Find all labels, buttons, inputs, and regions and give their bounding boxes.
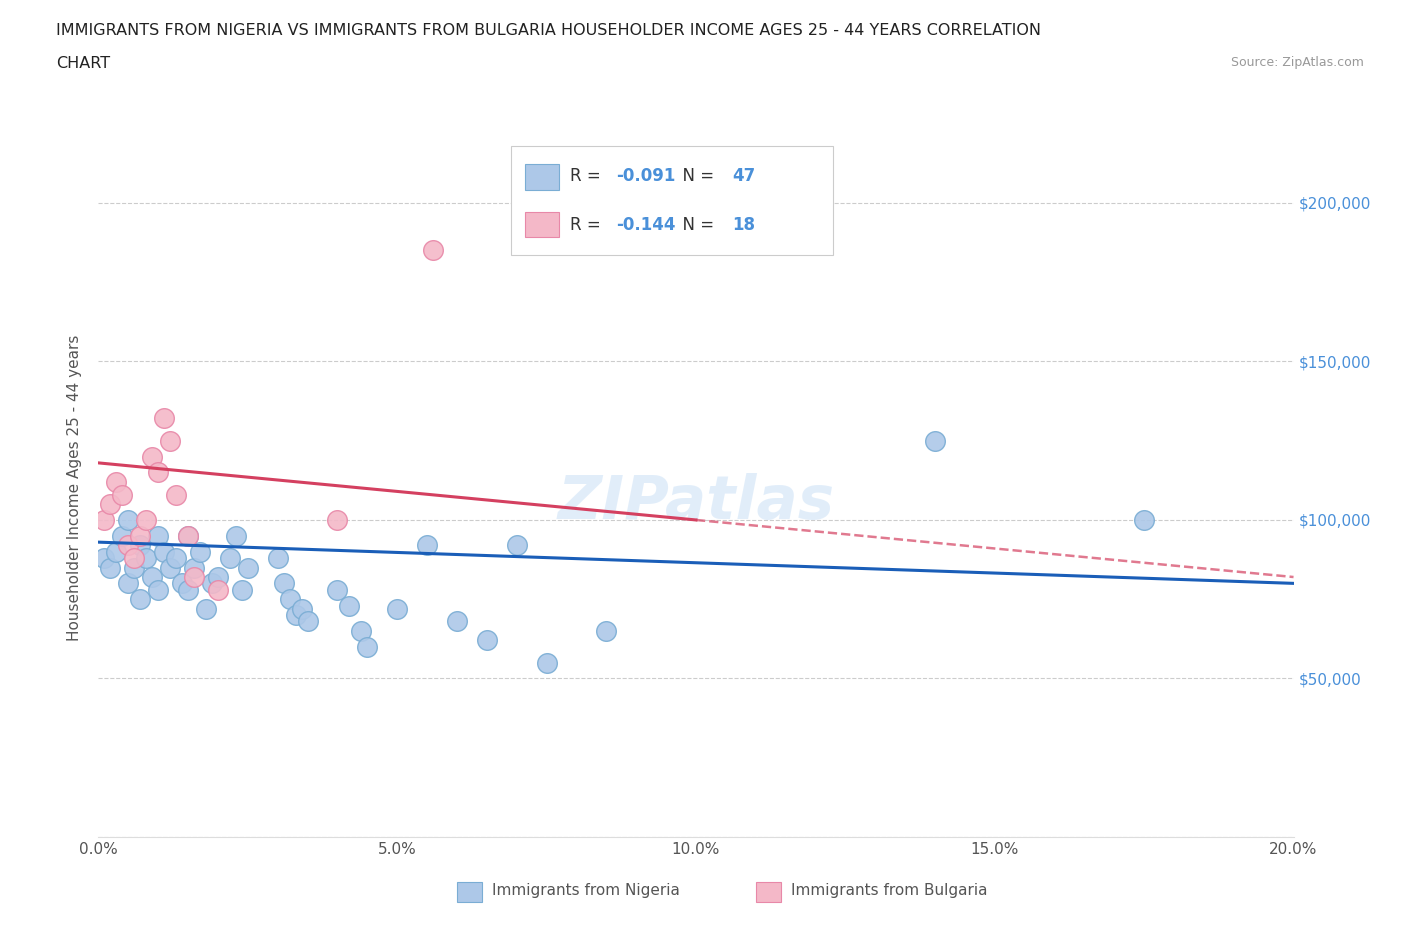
Point xyxy=(339,598,360,613)
Text: CHART: CHART xyxy=(56,56,110,71)
Point xyxy=(141,569,163,584)
Text: ZIPatlas: ZIPatlas xyxy=(557,472,835,532)
Point xyxy=(148,582,170,597)
Text: -0.144: -0.144 xyxy=(616,217,675,234)
Point xyxy=(236,560,259,575)
Point xyxy=(165,487,187,502)
Text: R =: R = xyxy=(571,167,606,185)
Point xyxy=(124,560,146,575)
Text: Source: ZipAtlas.com: Source: ZipAtlas.com xyxy=(1230,56,1364,69)
Point xyxy=(231,582,253,597)
Point xyxy=(177,528,200,543)
Text: 18: 18 xyxy=(733,217,755,234)
Point xyxy=(100,497,122,512)
Point xyxy=(165,551,187,565)
Point xyxy=(356,639,378,654)
Point xyxy=(183,569,205,584)
Point xyxy=(117,538,139,552)
Point xyxy=(350,623,373,638)
Point xyxy=(124,551,146,565)
Point xyxy=(141,449,163,464)
Point xyxy=(129,538,152,552)
Polygon shape xyxy=(510,147,834,255)
Point xyxy=(422,243,444,258)
Point xyxy=(111,487,134,502)
Point xyxy=(536,656,558,671)
Point xyxy=(225,528,247,543)
Point xyxy=(117,576,139,591)
Point xyxy=(207,582,229,597)
Point xyxy=(291,602,314,617)
Point xyxy=(201,576,224,591)
Point xyxy=(326,582,349,597)
Point xyxy=(416,538,439,552)
Point xyxy=(172,576,194,591)
Point xyxy=(93,551,115,565)
Point xyxy=(159,433,181,448)
Point xyxy=(219,551,242,565)
Point xyxy=(148,528,170,543)
Point xyxy=(153,544,176,559)
Point xyxy=(135,551,157,565)
Point xyxy=(284,607,307,622)
Bar xyxy=(524,165,558,190)
Text: R =: R = xyxy=(571,217,606,234)
Point xyxy=(273,576,295,591)
Point xyxy=(111,528,134,543)
Point xyxy=(446,614,468,629)
Point xyxy=(385,602,409,617)
Bar xyxy=(756,882,782,902)
Bar xyxy=(524,212,558,237)
Point xyxy=(278,591,301,606)
Point xyxy=(105,544,128,559)
Text: 47: 47 xyxy=(733,167,755,185)
Text: -0.091: -0.091 xyxy=(616,167,675,185)
Point xyxy=(177,582,200,597)
Text: N =: N = xyxy=(672,217,720,234)
Point xyxy=(148,465,170,480)
Point xyxy=(297,614,319,629)
Point xyxy=(177,528,200,543)
Point xyxy=(506,538,529,552)
Point xyxy=(475,633,498,648)
Point xyxy=(105,474,128,489)
Y-axis label: Householder Income Ages 25 - 44 years: Householder Income Ages 25 - 44 years xyxy=(67,335,83,642)
Point xyxy=(267,551,290,565)
Point xyxy=(117,512,139,527)
Point xyxy=(129,591,152,606)
Point xyxy=(129,528,152,543)
Text: Immigrants from Nigeria: Immigrants from Nigeria xyxy=(492,884,681,898)
Point xyxy=(924,433,946,448)
Point xyxy=(207,569,229,584)
Point xyxy=(195,602,218,617)
Point xyxy=(100,560,122,575)
Text: Immigrants from Bulgaria: Immigrants from Bulgaria xyxy=(790,884,987,898)
Text: IMMIGRANTS FROM NIGERIA VS IMMIGRANTS FROM BULGARIA HOUSEHOLDER INCOME AGES 25 -: IMMIGRANTS FROM NIGERIA VS IMMIGRANTS FR… xyxy=(56,23,1042,38)
Point xyxy=(183,560,205,575)
Text: N =: N = xyxy=(672,167,720,185)
Point xyxy=(153,411,176,426)
Bar xyxy=(457,882,482,902)
Point xyxy=(135,512,157,527)
Point xyxy=(1133,512,1156,527)
Point xyxy=(595,623,617,638)
Point xyxy=(326,512,349,527)
Point xyxy=(188,544,211,559)
Point xyxy=(159,560,181,575)
Point xyxy=(93,512,115,527)
